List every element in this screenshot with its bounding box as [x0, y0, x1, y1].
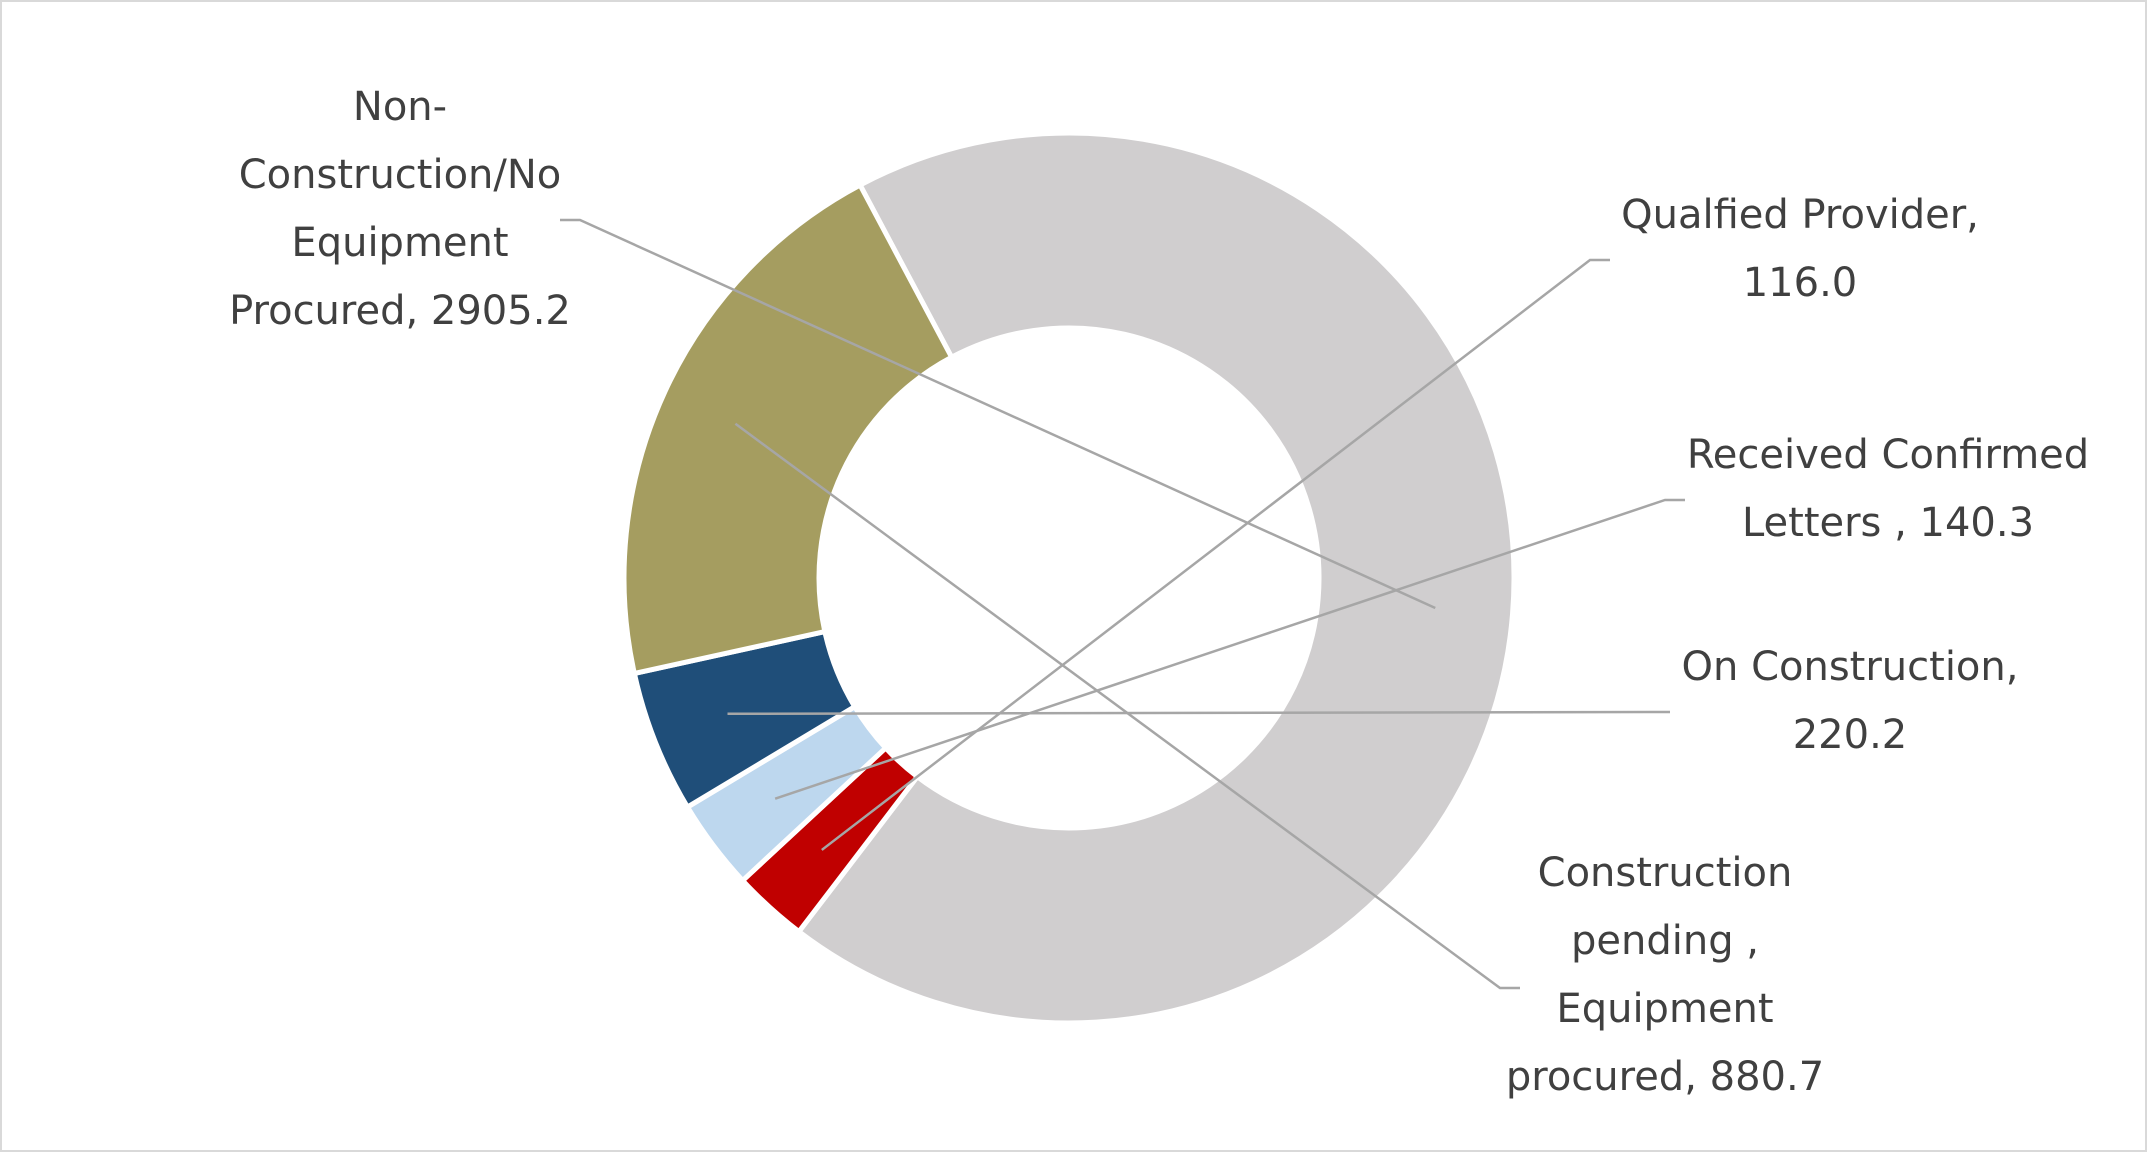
data-label-line: 220.2	[1793, 712, 1908, 758]
data-label-line: procured, 880.7	[1506, 1054, 1824, 1100]
data-label-line: Construction/No	[239, 152, 562, 198]
data-label-group: Non- Construction/No Equipment Procured, 29…	[229, 84, 2089, 1100]
data-label-line: Qualfied Provider,	[1621, 192, 1979, 238]
data-label-line: Non-	[353, 84, 447, 130]
data-label-line: Received Confirmed	[1687, 432, 2089, 478]
leader-line	[560, 218, 1436, 610]
data-label: Construction pending , Equipment procured, …	[1506, 850, 1824, 1100]
data-label: Received Confirmed Letters , 140.3	[1687, 432, 2089, 546]
data-label: Non- Construction/No Equipment Procured, 29…	[229, 84, 571, 334]
leader-line-group	[560, 218, 1685, 990]
data-label: On Construction, 220.2	[1682, 644, 2019, 758]
leader-line	[727, 710, 1670, 716]
data-label-line: Construction	[1538, 850, 1793, 896]
leader-line	[774, 498, 1685, 800]
data-label-line: Letters , 140.3	[1742, 500, 2034, 546]
data-label-line: Procured, 2905.2	[229, 288, 571, 334]
donut-slice	[796, 130, 1517, 1026]
leader-line	[734, 422, 1520, 990]
data-label-line: 116.0	[1743, 260, 1858, 306]
data-label-line: Equipment	[291, 220, 508, 266]
data-label-line: pending ,	[1571, 918, 1759, 964]
data-label-line: On Construction,	[1682, 644, 2019, 690]
donut-slice	[621, 182, 955, 676]
data-label-line: Equipment	[1556, 986, 1773, 1032]
data-label: Qualfied Provider, 116.0	[1621, 192, 1979, 306]
slice-group	[621, 130, 1517, 1026]
leader-line	[821, 258, 1610, 851]
